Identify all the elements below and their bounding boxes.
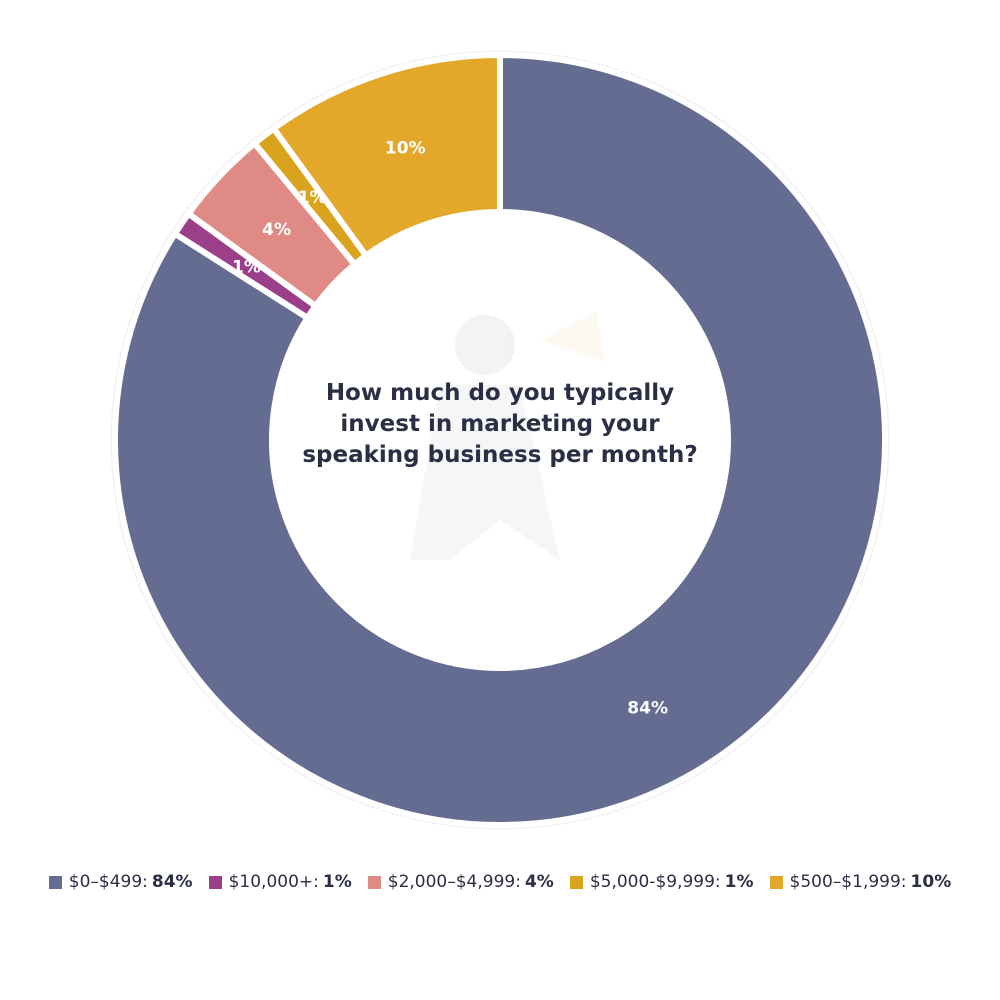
logo-watermark: [410, 312, 605, 560]
slice-0: [112, 52, 888, 828]
legend-item: $10,000+: 1%: [208, 872, 352, 892]
legend-item: $5,000-$9,999: 1%: [569, 872, 754, 892]
legend-item: $500–$1,999: 10%: [769, 872, 952, 892]
legend-label: $10,000+:: [228, 872, 319, 892]
slice-label-3: 1%: [298, 188, 327, 208]
legend-swatch: [48, 875, 62, 889]
legend-swatch: [208, 875, 222, 889]
legend-label: $500–$1,999:: [789, 872, 907, 892]
legend-label: $0–$499:: [68, 872, 148, 892]
slice-4: [270, 52, 503, 259]
legend-value: 1%: [322, 872, 352, 892]
chart-legend: $0–$499: 84% $10,000+: 1% $2,000–$4,999: 4% $5…: [40, 872, 960, 892]
legend-item: $2,000–$4,999: 4%: [367, 872, 554, 892]
legend-value: 4%: [524, 872, 554, 892]
legend-label: $2,000–$4,999:: [387, 872, 521, 892]
legend-label: $5,000-$9,999:: [589, 872, 721, 892]
chart-title: How much do you typically invest in mark…: [302, 380, 698, 468]
legend-swatch: [569, 875, 583, 889]
donut-chart: 84%1%4%1%10%: [110, 50, 890, 830]
slice-label-1: 1%: [232, 258, 261, 278]
slice-label-0: 84%: [627, 699, 668, 719]
legend-value: 1%: [724, 872, 754, 892]
slice-label-2: 4%: [262, 220, 291, 240]
legend-value: 84%: [151, 872, 193, 892]
slice-label-4: 10%: [385, 139, 426, 159]
legend-item: $0–$499: 84%: [48, 872, 193, 892]
legend-swatch: [769, 875, 783, 889]
legend-value: 10%: [910, 872, 952, 892]
legend-swatch: [367, 875, 381, 889]
